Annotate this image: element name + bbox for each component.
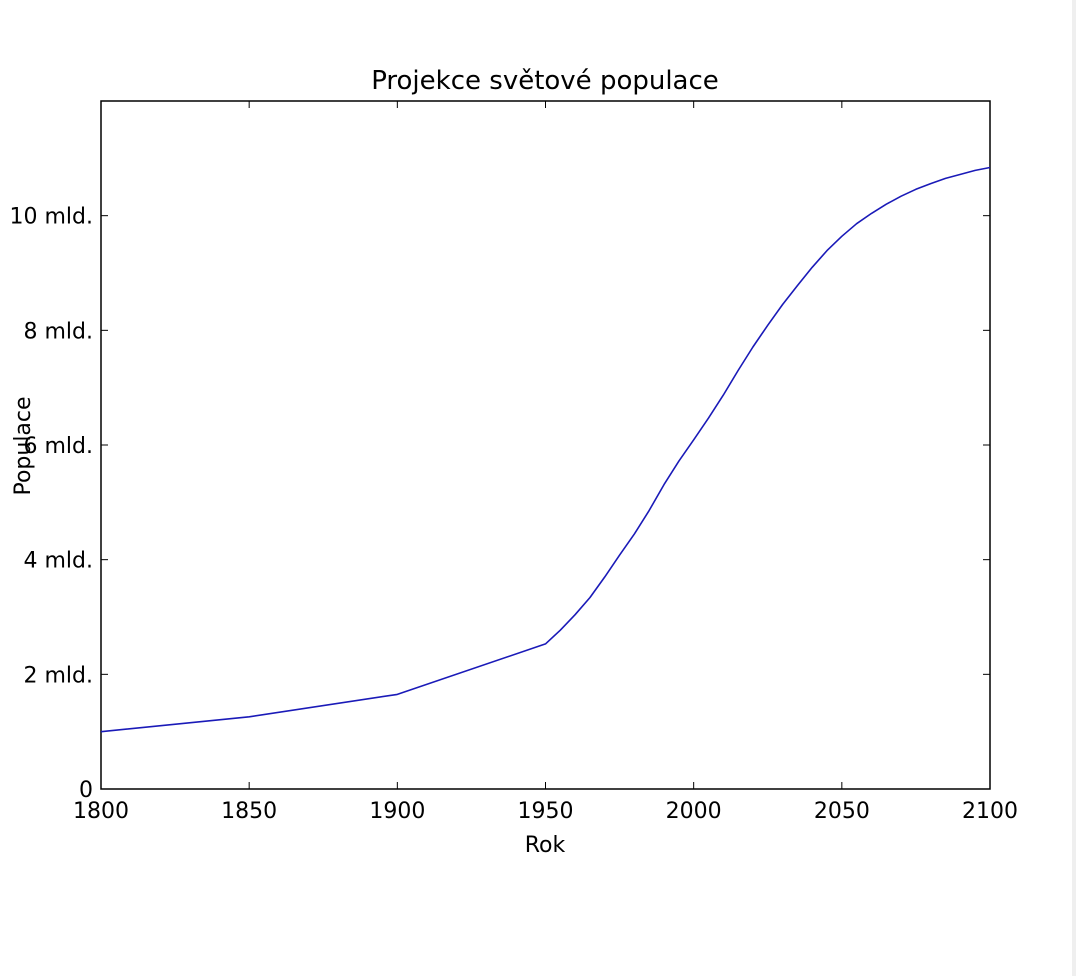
y-axis-label: Populace	[11, 396, 36, 495]
x-tick-label: 2050	[814, 799, 870, 824]
series-line	[100, 166, 991, 733]
x-axis-ticks: 1800 1850 1900 1950 2000 2050 2100	[73, 101, 1018, 824]
y-tick-label: 2 mld.	[24, 663, 94, 688]
x-tick-label: 2000	[666, 799, 722, 824]
x-tick-label: 1950	[518, 799, 574, 824]
series-group	[100, 166, 991, 733]
right-edge-strip	[1072, 0, 1076, 976]
x-axis-label: Rok	[525, 833, 566, 858]
y-tick-label: 6 mld.	[24, 434, 94, 459]
y-tick-label: 8 mld.	[24, 319, 94, 344]
y-tick-label: 4 mld.	[24, 549, 94, 574]
y-axis-ticks: 0 2 mld. 4 mld. 6 mld. 8 mld. 10 mld.	[10, 205, 990, 803]
x-tick-label: 1800	[73, 799, 129, 824]
chart-title: Projekce světové populace	[371, 66, 719, 96]
y-tick-label: 0	[79, 778, 93, 803]
y-tick-label: 10 mld.	[10, 205, 94, 230]
x-tick-label: 1900	[369, 799, 425, 824]
x-tick-label: 2100	[962, 799, 1018, 824]
plot-frame	[100, 100, 991, 790]
x-tick-label: 1850	[221, 799, 277, 824]
